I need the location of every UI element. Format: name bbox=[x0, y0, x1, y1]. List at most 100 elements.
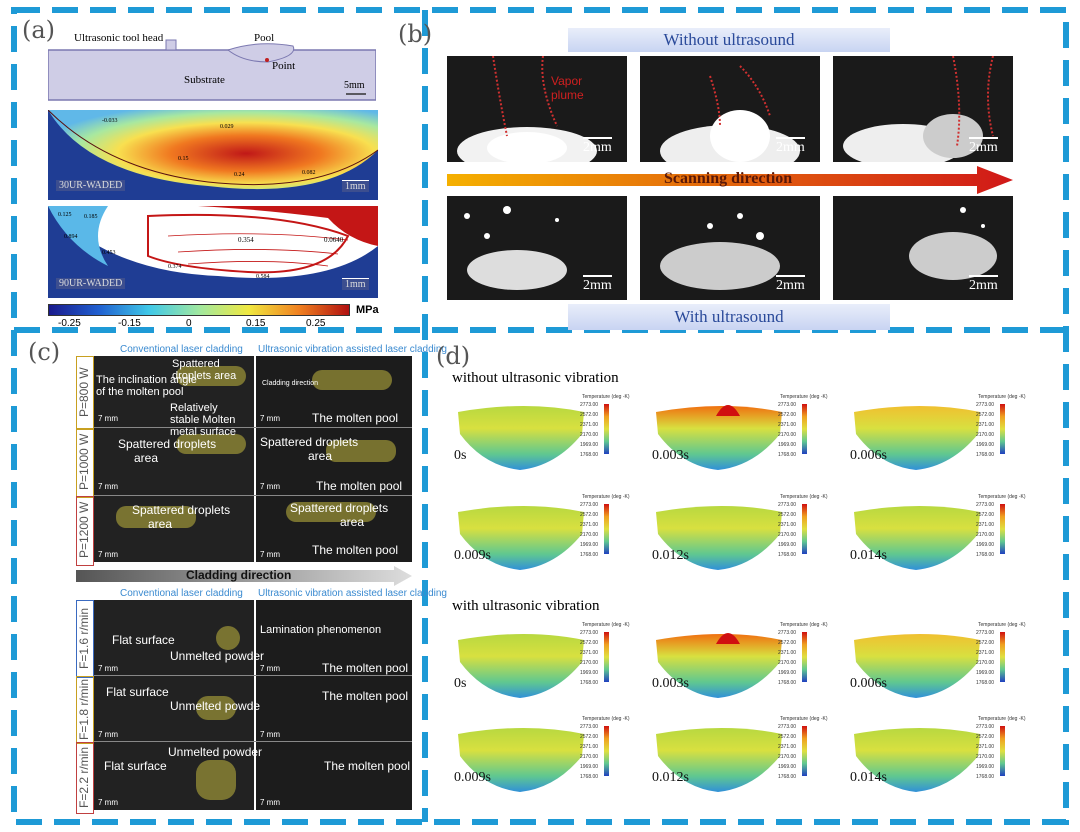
thermal-sim-tile: Temperature (deg -K) 2773.00 2572.00 2371.0… bbox=[452, 710, 648, 806]
photo-with-2: 2mm bbox=[640, 196, 820, 300]
scale-7mm: 7 mm bbox=[260, 664, 280, 673]
flat-surface: Flat surface bbox=[106, 685, 169, 699]
scale-7mm: 7 mm bbox=[260, 482, 280, 491]
panel-c-label: (c) bbox=[28, 338, 61, 366]
scale-bar: 2mm bbox=[776, 275, 805, 293]
stress-colorbar bbox=[48, 304, 350, 316]
colorbar-unit: MPa bbox=[356, 304, 379, 316]
temperature-legend-value: 1969.00 bbox=[580, 670, 599, 676]
temperature-legend-value: 1768.00 bbox=[778, 680, 797, 686]
row-label-f16: F=1.6 r/min bbox=[77, 607, 91, 669]
colorbar-tick: -0.15 bbox=[118, 318, 141, 329]
temperature-legend-value: 2773.00 bbox=[580, 724, 599, 730]
scale-7mm: 7 mm bbox=[98, 798, 118, 807]
temperature-legend-value: 1768.00 bbox=[580, 452, 599, 458]
temperature-legend-value: 2371.00 bbox=[976, 744, 995, 750]
colorbar-tick: -0.25 bbox=[58, 318, 81, 329]
time-label: 0.003s bbox=[652, 448, 689, 463]
scanning-direction-arrow bbox=[447, 166, 1013, 194]
time-label: 0.006s bbox=[850, 676, 887, 691]
scale-7mm: 7 mm bbox=[260, 798, 280, 807]
panel-b-label: (b) bbox=[398, 20, 433, 48]
temperature-legend-value: 2371.00 bbox=[580, 522, 599, 528]
temperature-legend-value: 1768.00 bbox=[778, 774, 797, 780]
temperature-legend-value: 1768.00 bbox=[976, 680, 995, 686]
temperature-legend-title: Temperature (deg -K) bbox=[582, 494, 630, 500]
time-label: 0.012s bbox=[652, 548, 689, 563]
temperature-legend-value: 2371.00 bbox=[778, 744, 797, 750]
temperature-legend-value: 2773.00 bbox=[778, 502, 797, 508]
temperature-legend-value: 2773.00 bbox=[976, 724, 995, 730]
temperature-legend-value: 2572.00 bbox=[778, 640, 797, 646]
feed-grid: F=1.6 r/min F=1.8 r/min F=2.2 r/min Flat… bbox=[76, 600, 412, 814]
temperature-colorbar bbox=[802, 726, 807, 776]
time-label: 0.009s bbox=[454, 548, 491, 563]
scale-7mm: 7 mm bbox=[98, 550, 118, 559]
contour-label: 0.354 bbox=[238, 236, 254, 244]
temperature-colorbar bbox=[802, 632, 807, 682]
photo-without-2: 2mm bbox=[640, 56, 820, 162]
scale-7mm: 7 mm bbox=[98, 482, 118, 491]
temperature-legend-value: 2170.00 bbox=[778, 432, 797, 438]
temperature-colorbar bbox=[1000, 404, 1005, 454]
temperature-legend-value: 2371.00 bbox=[976, 650, 995, 656]
temperature-legend-value: 2170.00 bbox=[778, 660, 797, 666]
thermal-sim-tile: Temperature (deg -K) 2773.00 2572.00 2371.0… bbox=[848, 388, 1044, 484]
temperature-legend-value: 2371.00 bbox=[580, 422, 599, 428]
temperature-legend-value: 2572.00 bbox=[580, 412, 599, 418]
with-ultrasound-banner: With ultrasound bbox=[568, 304, 890, 330]
temperature-legend-value: 1969.00 bbox=[778, 670, 797, 676]
unmelted-powder: Unmelted powder bbox=[170, 649, 265, 663]
temperature-legend-value: 1969.00 bbox=[976, 542, 995, 548]
temperature-legend-value: 2371.00 bbox=[778, 422, 797, 428]
photo-without-3: 2mm bbox=[833, 56, 1013, 162]
temperature-colorbar bbox=[802, 404, 807, 454]
outer-dashed-frame bbox=[11, 7, 1069, 825]
temperature-legend-value: 2572.00 bbox=[976, 412, 995, 418]
scale-7mm: 7 mm bbox=[260, 550, 280, 559]
scale-7mm: 7 mm bbox=[260, 730, 280, 739]
temperature-legend-value: 2773.00 bbox=[778, 402, 797, 408]
temperature-legend-value: 2773.00 bbox=[778, 724, 797, 730]
molten-pool: The molten pool bbox=[312, 543, 399, 557]
scale-bar: 2mm bbox=[969, 137, 998, 155]
vapor-plume-label: Vapor plume bbox=[551, 74, 584, 102]
spattered-area: Spattered droplets bbox=[118, 437, 217, 451]
scanning-direction-label: Scanning direction bbox=[664, 170, 793, 187]
row-label-f22: F=2.2 r/min bbox=[77, 746, 91, 808]
row-label-p800: P=800 W bbox=[77, 367, 91, 417]
time-label: 0.006s bbox=[850, 448, 887, 463]
temperature-legend-value: 1969.00 bbox=[976, 670, 995, 676]
temperature-legend-title: Temperature (deg -K) bbox=[978, 394, 1026, 400]
temperature-legend-title: Temperature (deg -K) bbox=[780, 494, 828, 500]
spattered-area: Spattered droplets area bbox=[172, 358, 237, 382]
unmelted-powder: Unmelted powder bbox=[168, 745, 263, 759]
temperature-legend-value: 1768.00 bbox=[778, 452, 797, 458]
temperature-legend-value: 1969.00 bbox=[778, 542, 797, 548]
temperature-legend-title: Temperature (deg -K) bbox=[780, 394, 828, 400]
temperature-legend-value: 2170.00 bbox=[580, 754, 599, 760]
without-vibration-title: without ultrasonic vibration bbox=[452, 370, 619, 386]
temperature-colorbar bbox=[1000, 504, 1005, 554]
temperature-legend-value: 1768.00 bbox=[580, 552, 599, 558]
time-label: 0.014s bbox=[850, 770, 887, 785]
power-grid: P=800 W P=1000 W P=1200 W Spattered drop… bbox=[76, 356, 412, 566]
temperature-legend-value: 2371.00 bbox=[580, 744, 599, 750]
lamination-text: Lamination phenomenon bbox=[260, 624, 382, 636]
temperature-legend-value: 2572.00 bbox=[778, 512, 797, 518]
temperature-legend-value: 1969.00 bbox=[580, 542, 599, 548]
scale-7mm: 7 mm bbox=[98, 730, 118, 739]
scale-bar: 2mm bbox=[776, 137, 805, 155]
temperature-legend-value: 2371.00 bbox=[778, 650, 797, 656]
contour-label: 0.125 bbox=[58, 212, 72, 218]
contour-label: 0.24 bbox=[234, 172, 245, 178]
time-label: 0s bbox=[454, 448, 467, 463]
temperature-colorbar bbox=[1000, 632, 1005, 682]
time-label: 0.003s bbox=[652, 676, 689, 691]
temperature-legend-value: 2773.00 bbox=[778, 630, 797, 636]
col-header-conventional-2: Conventional laser cladding bbox=[120, 588, 243, 599]
thermal-sim-tile: Temperature (deg -K) 2773.00 2572.00 2371.0… bbox=[650, 710, 846, 806]
temperature-legend-value: 2773.00 bbox=[580, 630, 599, 636]
photo-without-1: Vapor plume 2mm bbox=[447, 56, 627, 162]
